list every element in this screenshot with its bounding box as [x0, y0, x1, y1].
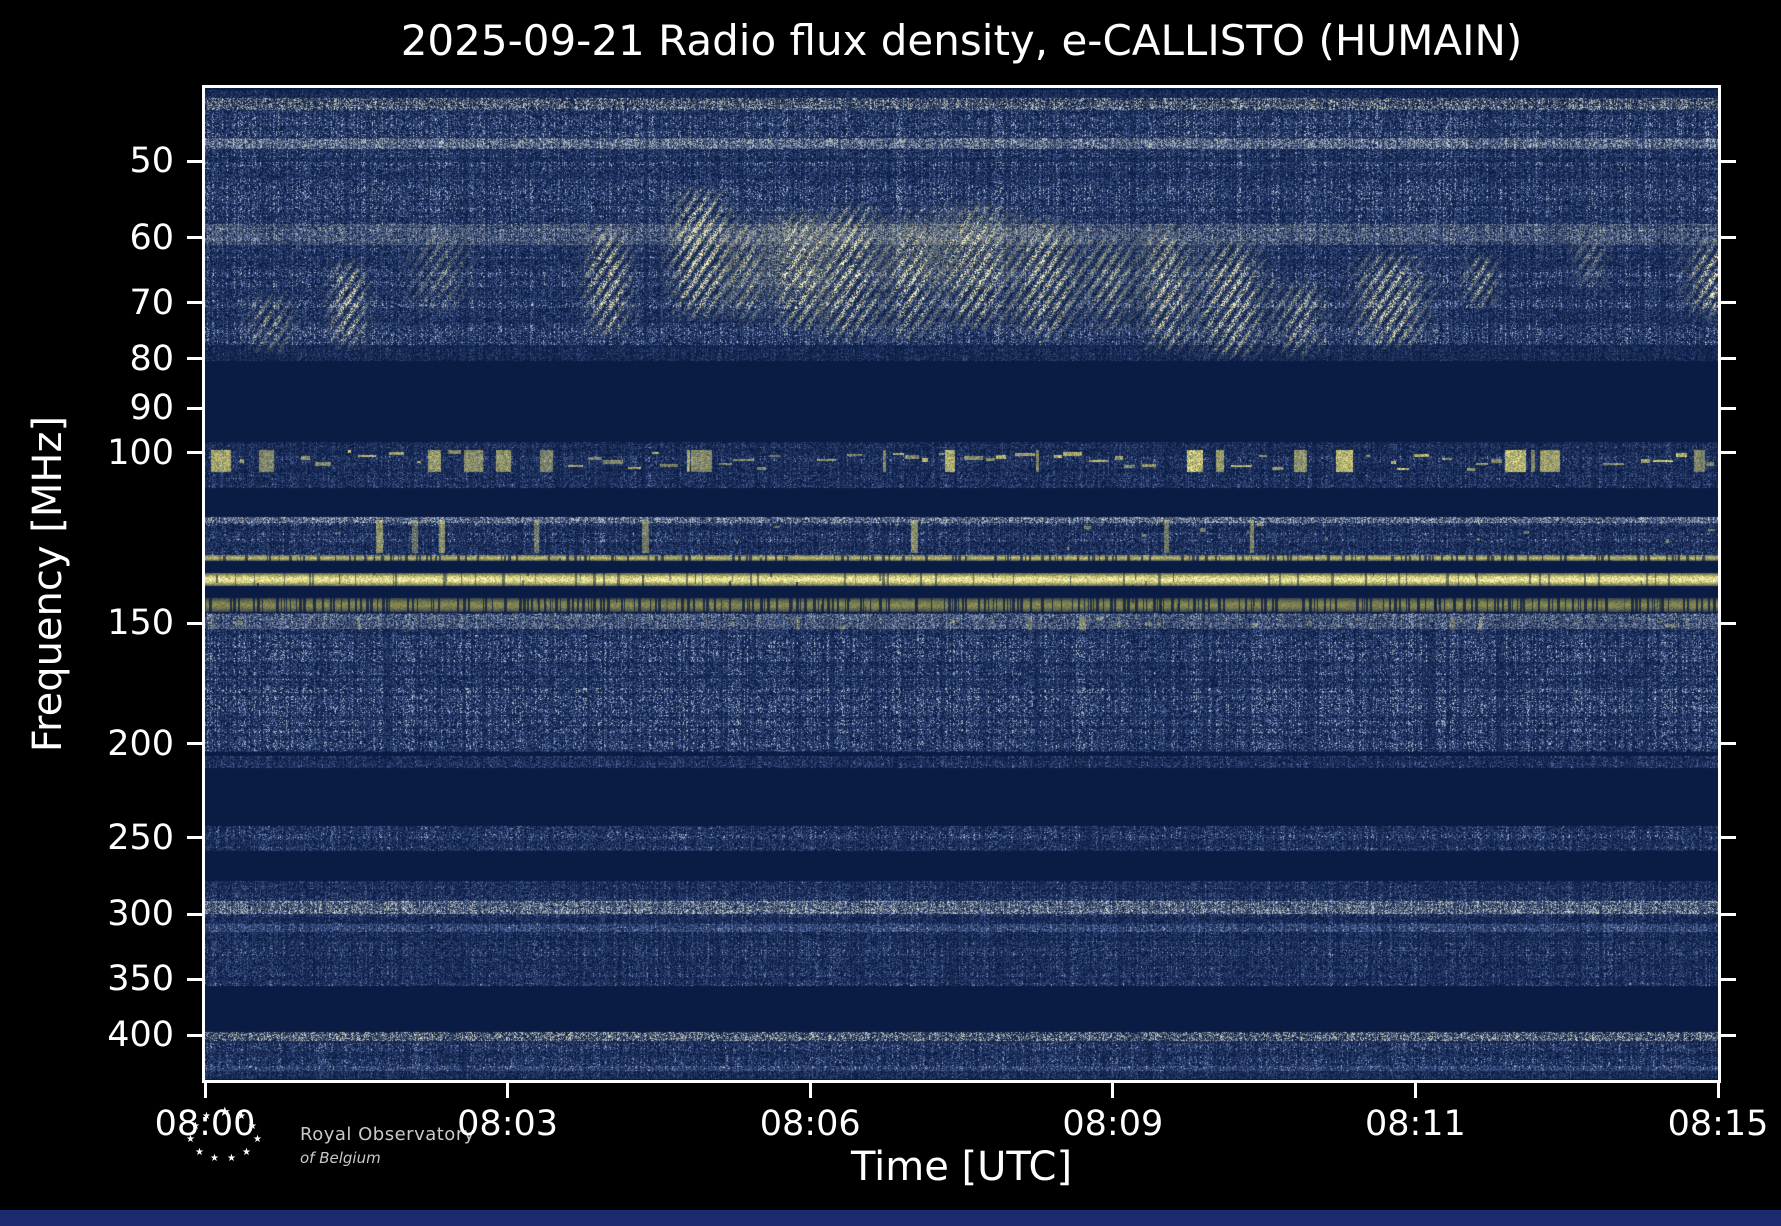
- star-icon: ★: [242, 1147, 251, 1158]
- star-icon: ★: [210, 1153, 219, 1164]
- y-tick-left: [187, 236, 202, 240]
- y-tick-label: 90: [129, 388, 174, 429]
- y-tick-label: 70: [129, 282, 174, 323]
- y-tick-left: [187, 912, 202, 916]
- y-tick-label: 300: [107, 894, 174, 935]
- y-tick-right: [1721, 357, 1736, 361]
- y-tick-left: [187, 159, 202, 163]
- x-tick: [506, 1083, 510, 1098]
- x-tick: [1413, 1083, 1417, 1098]
- y-tick-label: 60: [129, 217, 174, 258]
- y-tick-right: [1721, 451, 1736, 455]
- x-tick: [1716, 1083, 1720, 1098]
- star-icon: ★: [253, 1134, 262, 1145]
- y-tick-right: [1721, 836, 1736, 840]
- x-tick-label: 08:06: [759, 1104, 861, 1144]
- y-tick-left: [187, 742, 202, 746]
- star-icon: ★: [191, 1121, 200, 1132]
- y-tick-left: [187, 977, 202, 981]
- y-tick-left: [187, 301, 202, 305]
- y-tick-label: 200: [107, 723, 174, 764]
- x-tick-label: 08:11: [1364, 1104, 1466, 1144]
- y-tick-left: [187, 836, 202, 840]
- y-tick-label: 150: [107, 603, 174, 643]
- y-tick-left: [187, 406, 202, 410]
- y-tick-label: 80: [129, 338, 174, 379]
- y-tick-label: 100: [107, 432, 174, 473]
- x-tick-label: 08:15: [1667, 1104, 1769, 1144]
- star-icon: ★: [186, 1134, 195, 1145]
- x-tick-label: 08:00: [154, 1104, 256, 1144]
- y-tick-right: [1721, 159, 1736, 163]
- y-tick-right: [1721, 621, 1736, 625]
- spectrogram-canvas: [205, 88, 1718, 1080]
- x-tick-label: 08:03: [457, 1104, 559, 1144]
- y-tick-label: 400: [107, 1015, 174, 1056]
- y-tick-right: [1721, 742, 1736, 746]
- star-icon: ★: [202, 1111, 211, 1122]
- star-icon: ★: [219, 1105, 231, 1120]
- star-icon: ★: [195, 1147, 204, 1158]
- star-icon: ★: [227, 1153, 236, 1164]
- y-tick-right: [1721, 236, 1736, 240]
- y-tick-left: [187, 1033, 202, 1037]
- y-tick-left: [187, 621, 202, 625]
- rob-logo-stars: ★ ★ ★ ★ ★ ★ ★ ★ ★ ★ ★: [185, 1106, 267, 1170]
- y-tick-label: 350: [107, 959, 174, 1000]
- x-tick: [808, 1083, 812, 1098]
- y-tick-label: 50: [129, 141, 174, 182]
- x-tick: [203, 1083, 207, 1098]
- y-tick-right: [1721, 912, 1736, 916]
- y-tick-right: [1721, 301, 1736, 305]
- y-tick-right: [1721, 1033, 1736, 1037]
- y-tick-label: 250: [107, 817, 174, 858]
- y-tick-left: [187, 357, 202, 361]
- x-tick: [1111, 1083, 1115, 1098]
- plot-title: 2025-09-21 Radio flux density, e-CALLIST…: [400, 16, 1523, 65]
- y-tick-right: [1721, 977, 1736, 981]
- x-tick-label: 08:09: [1062, 1104, 1164, 1144]
- rob-logo-text: Royal Observatory of Belgium: [300, 1124, 475, 1167]
- rob-logo-line2: of Belgium: [300, 1149, 381, 1167]
- footer-bar: [0, 1210, 1781, 1226]
- star-icon: ★: [237, 1111, 246, 1122]
- y-tick-left: [187, 451, 202, 455]
- plot-frame: [202, 85, 1721, 1083]
- rob-logo-line1: Royal Observatory: [300, 1124, 475, 1145]
- x-axis-label: Time [UTC]: [850, 1144, 1073, 1190]
- y-tick-right: [1721, 406, 1736, 410]
- star-icon: ★: [248, 1121, 257, 1132]
